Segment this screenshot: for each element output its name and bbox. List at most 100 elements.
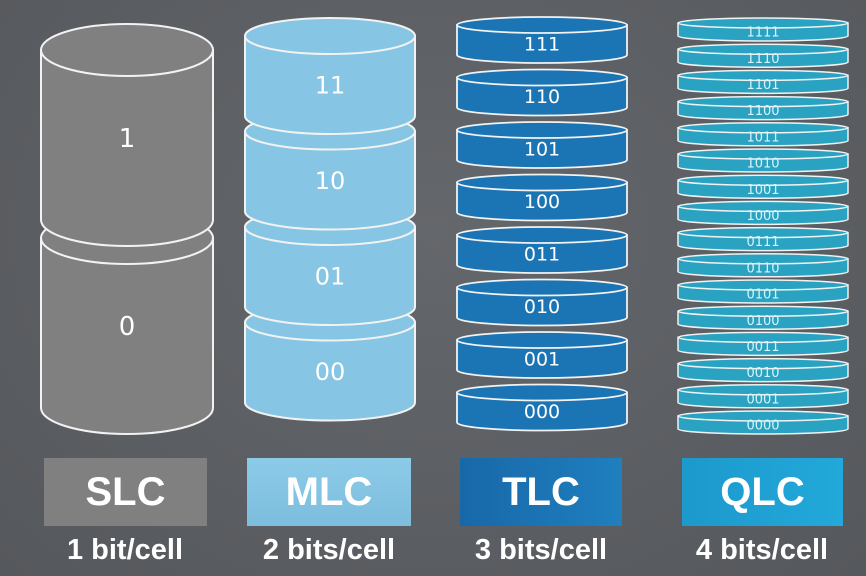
qlc-label: QLC [682, 458, 843, 526]
cell-state-001: 001 [456, 331, 628, 379]
cell-state-0001: 0001 [677, 384, 849, 409]
cell-state-0101: 0101 [677, 279, 849, 304]
state-label: 111 [524, 34, 560, 56]
state-label: 0100 [746, 314, 779, 329]
cylinder-top [456, 226, 628, 244]
cell-state-111: 111 [456, 16, 628, 64]
cell-state-1101: 1101 [677, 69, 849, 95]
cell-state-110: 110 [456, 68, 628, 117]
state-label: 1001 [746, 183, 779, 198]
state-label: 1 [119, 124, 136, 154]
cylinder-top [677, 384, 849, 396]
state-label: 11 [315, 71, 346, 99]
cylinder-top [677, 122, 849, 134]
cylinder-body [40, 49, 214, 247]
cylinder-top [677, 305, 849, 317]
tlc-stack: 000 001 010 011 100 101 110 111 [456, 16, 628, 432]
state-label: 1010 [746, 157, 779, 172]
cell-state-0110: 0110 [677, 253, 849, 278]
state-label: 001 [524, 349, 560, 371]
cylinder-top [456, 68, 628, 87]
state-label: 0010 [746, 366, 779, 381]
cylinder-body [456, 391, 628, 432]
cylinder-top [677, 43, 849, 55]
cylinder-top [456, 16, 628, 34]
cylinder-body [456, 181, 628, 222]
state-label: 0000 [746, 419, 779, 434]
state-label: 0110 [746, 261, 779, 276]
cell-state-11: 11 [244, 17, 416, 135]
state-label: 1110 [746, 52, 779, 67]
state-label: 10 [315, 167, 346, 195]
cylinder-top [677, 226, 849, 239]
mlc-stack: 00 01 10 11 [244, 17, 416, 422]
cell-state-1000: 1000 [677, 200, 849, 226]
cell-state-1001: 1001 [677, 174, 849, 199]
cylinder-body [244, 130, 416, 231]
cylinder-body [456, 286, 628, 327]
cell-state-1011: 1011 [677, 122, 849, 147]
cylinder-top [456, 121, 628, 139]
cylinder-top [677, 17, 849, 29]
state-label: 00 [315, 358, 346, 386]
cell-state-0011: 0011 [677, 331, 849, 357]
cell-state-1010: 1010 [677, 148, 849, 173]
state-label: 1000 [746, 209, 779, 224]
state-label: 0 [119, 312, 136, 342]
cylinder-body [456, 129, 628, 169]
state-label: 1100 [746, 104, 779, 119]
qlc-bits-per-cell: 4 bits/cell [695, 534, 829, 566]
slc-stack: 01 [40, 23, 214, 435]
state-label: 011 [524, 244, 560, 266]
cell-state-010: 010 [456, 278, 628, 327]
cylinder-body [244, 321, 416, 422]
state-label: 1011 [746, 130, 779, 145]
state-label: 101 [524, 139, 560, 161]
cell-state-1100: 1100 [677, 95, 849, 121]
cell-state-1111: 1111 [677, 17, 849, 42]
state-label: 110 [524, 86, 560, 108]
cylinder-top [677, 69, 849, 82]
cylinder-body [456, 76, 628, 117]
cell-state-0010: 0010 [677, 357, 849, 383]
cylinder-body [244, 226, 416, 326]
mlc-bits-per-cell: 2 bits/cell [262, 534, 396, 566]
state-label: 010 [524, 296, 560, 318]
cylinder-top [456, 278, 628, 297]
cylinder-top [40, 23, 214, 77]
state-label: 0101 [746, 288, 779, 303]
cylinder-top [677, 253, 849, 265]
cell-state-0100: 0100 [677, 305, 849, 330]
cell-state-0000: 0000 [677, 410, 849, 435]
cylinder-body [456, 234, 628, 274]
cylinder-body [456, 24, 628, 64]
cylinder-body [40, 237, 214, 435]
cell-state-1: 1 [40, 23, 214, 247]
state-label: 000 [524, 401, 560, 423]
slc-label: SLC [44, 458, 207, 526]
state-label: 1101 [746, 78, 779, 93]
cell-state-0111: 0111 [677, 226, 849, 252]
tlc-label: TLC [460, 458, 622, 526]
cylinder-top [456, 383, 628, 402]
cylinder-top [677, 148, 849, 160]
slc-bits-per-cell: 1 bit/cell [66, 534, 184, 566]
state-label: 0111 [746, 235, 779, 250]
cylinder-top [244, 17, 416, 55]
qlc-stack: 0000 0001 0010 0011 0100 0101 0110 0111 1000 1001… [677, 17, 849, 435]
cylinder-top [677, 95, 849, 108]
cylinder-body [244, 35, 416, 135]
cell-state-000: 000 [456, 383, 628, 432]
cylinder-top [677, 200, 849, 213]
state-label: 01 [315, 262, 346, 290]
cylinder-body [456, 339, 628, 379]
state-label: 0001 [746, 392, 779, 407]
cell-state-011: 011 [456, 226, 628, 274]
cylinder-top [677, 331, 849, 344]
cylinder-top [677, 357, 849, 370]
cylinder-top [677, 410, 849, 422]
cell-state-1110: 1110 [677, 43, 849, 68]
state-label: 100 [524, 191, 560, 213]
state-label: 0011 [746, 340, 779, 355]
